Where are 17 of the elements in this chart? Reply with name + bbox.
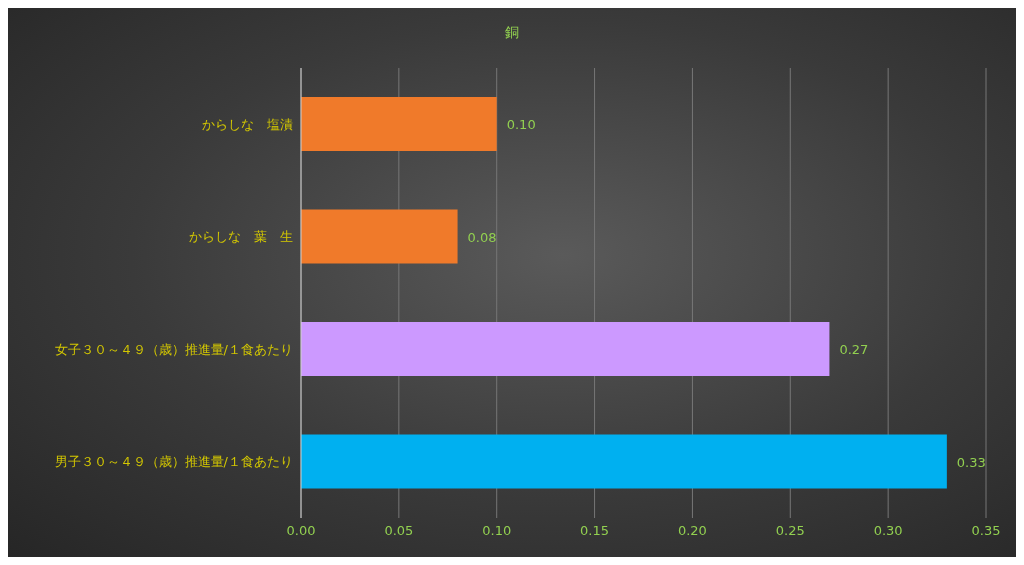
data-label: 0.33 [956, 454, 986, 470]
data-label: 0.10 [506, 117, 536, 132]
x-tick-label: 0.10 [482, 523, 512, 539]
y-tick-label: 男子３０～４９（歳）推進量/１食あたり [54, 454, 293, 470]
data-label: 0.27 [839, 342, 869, 357]
x-tick-label: 0.35 [971, 523, 1001, 539]
x-tick-label: 0.00 [286, 523, 316, 539]
x-tick-label: 0.15 [580, 523, 610, 539]
y-tick-label: からしな 葉 生 [189, 229, 293, 245]
chart-title: 銅 [504, 23, 520, 42]
x-tick-label: 0.30 [873, 523, 903, 539]
x-tick-label: 0.20 [677, 523, 707, 539]
x-tick-label: 0.25 [775, 523, 805, 539]
y-tick-label: からしな 塩漬 [202, 116, 293, 132]
data-label: 0.08 [467, 229, 497, 245]
x-tick-label: 0.05 [384, 523, 414, 539]
y-tick-label: 女子３０～４９（歳）推進量/１食あたり [54, 341, 293, 357]
